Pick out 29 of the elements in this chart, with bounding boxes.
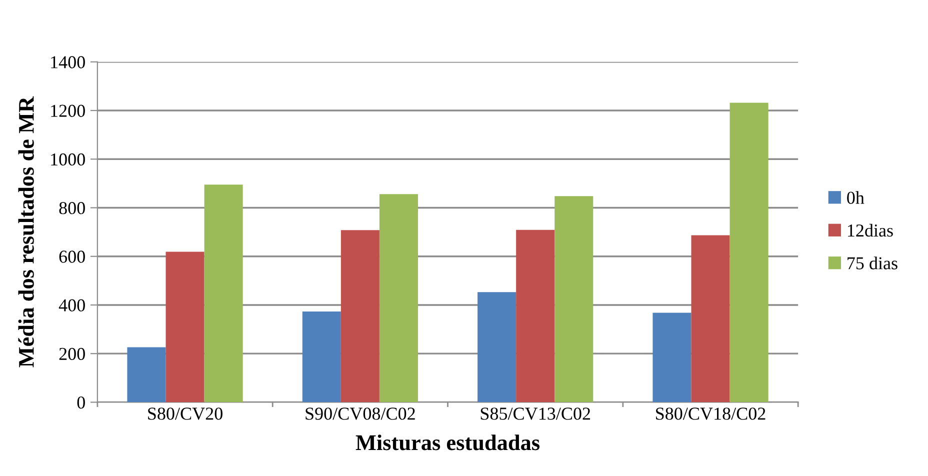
y-tick-label: 1400 (51, 56, 85, 68)
y-tick-label: 600 (59, 250, 85, 263)
x-axis-title: Misturas estudadas (356, 434, 540, 450)
bar (554, 196, 594, 402)
bar (127, 347, 166, 402)
x-tick-label: S80/CV20 (148, 408, 222, 420)
y-tick-label: 400 (58, 299, 85, 312)
bar (340, 230, 380, 402)
bar (379, 194, 418, 402)
legend-label: 12dias (848, 224, 893, 237)
y-tick-label: 0 (77, 396, 85, 409)
x-tick-label: S85/CV13/C02 (480, 408, 590, 420)
x-tick-label: S80/CV18/C02 (656, 408, 766, 420)
legend-label: 0h (847, 191, 864, 204)
bar (302, 312, 341, 402)
bar (204, 184, 243, 402)
bar (730, 102, 768, 402)
bar (478, 292, 516, 402)
y-tick-label: 1200 (51, 104, 85, 117)
bar (652, 312, 692, 402)
y-axis-title: Média dos resultados de MR (18, 96, 34, 368)
bar (691, 235, 730, 402)
y-tick-label: 800 (59, 202, 85, 214)
y-tick-label: 200 (59, 348, 85, 360)
bar (516, 230, 555, 402)
bar (166, 252, 204, 402)
x-tick-label: S90/CV08/C02 (306, 408, 415, 420)
legend-label: 75 dias (848, 256, 898, 270)
y-tick-label: 1000 (51, 153, 85, 166)
